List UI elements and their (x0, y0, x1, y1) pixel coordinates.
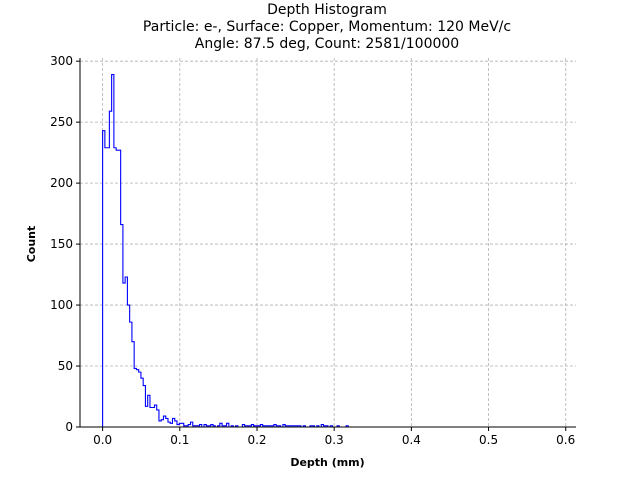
x-tick-label: 0.4 (402, 433, 421, 447)
histogram-series-outline (102, 74, 552, 428)
x-tick-label: 0.0 (93, 433, 112, 447)
y-axis-label: Count (25, 226, 38, 263)
x-tick-label: 0.6 (556, 433, 575, 447)
y-tick-label: 150 (50, 237, 73, 251)
y-tick-label: 300 (50, 54, 73, 68)
chart-subtitle-line-2: Angle: 87.5 deg, Count: 2581/100000 (195, 36, 459, 52)
y-tick-label: 250 (50, 115, 73, 129)
y-tick-label: 50 (58, 359, 73, 373)
x-tick-label: 0.2 (247, 433, 266, 447)
y-tick-label: 100 (50, 298, 73, 312)
axis-ticks: 0.0 0.1 0.2 0.3 0.4 0.5 0.6 0 50 100 150 200 250 300 (50, 54, 575, 447)
axes (79, 58, 576, 428)
x-tick-label: 0.5 (479, 433, 498, 447)
chart-title: Depth Histogram (267, 2, 387, 18)
y-tick-label: 0 (65, 420, 73, 434)
grid (80, 58, 576, 428)
plot-area (102, 74, 552, 428)
chart-subtitle-line-1: Particle: e-, Surface: Copper, Momentum:… (143, 19, 511, 35)
x-tick-label: 0.3 (325, 433, 344, 447)
x-axis-label: Depth (mm) (290, 456, 364, 469)
y-tick-label: 200 (50, 176, 73, 190)
x-tick-label: 0.1 (170, 433, 189, 447)
